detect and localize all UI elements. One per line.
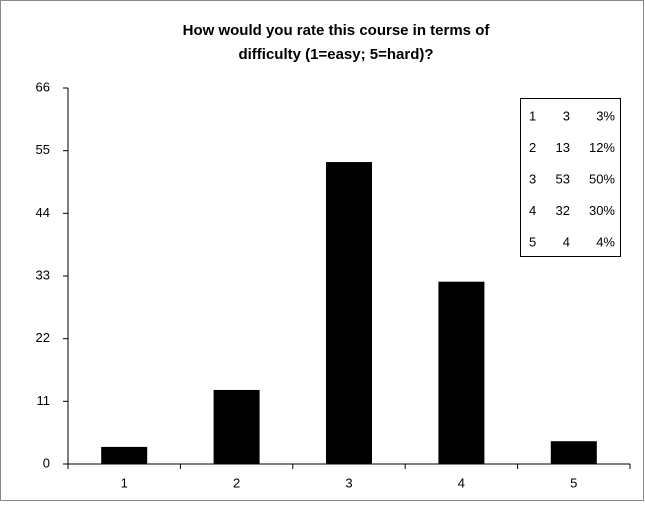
y-tick-label: 55 <box>36 142 50 157</box>
x-tick-label: 5 <box>570 475 577 490</box>
bar <box>550 441 597 464</box>
bar <box>101 446 148 464</box>
bar <box>326 162 372 464</box>
x-tick-label: 4 <box>458 475 465 490</box>
table-category: 1 <box>529 108 536 123</box>
table-category: 3 <box>529 171 536 186</box>
table-percent: 50% <box>589 171 615 186</box>
y-tick-label: 44 <box>36 205 50 220</box>
table-count: 53 <box>556 171 570 186</box>
table-count: 3 <box>563 108 570 123</box>
x-tick-label: 2 <box>233 475 240 490</box>
y-tick-label: 33 <box>36 267 50 282</box>
table-count: 32 <box>556 203 570 218</box>
y-tick-label: 0 <box>43 455 50 470</box>
table-count: 4 <box>563 234 570 249</box>
table-percent: 30% <box>589 203 615 218</box>
chart-title: difficulty (1=easy; 5=hard)? <box>238 46 433 63</box>
table-percent: 3% <box>596 108 615 123</box>
table-count: 13 <box>556 140 570 155</box>
table-percent: 12% <box>589 140 615 155</box>
bar <box>213 389 260 464</box>
x-tick-label: 3 <box>345 475 352 490</box>
y-tick-label: 22 <box>36 330 50 345</box>
table-percent: 4% <box>596 234 615 249</box>
y-tick-label: 11 <box>37 393 51 408</box>
y-tick-label: 66 <box>36 79 50 94</box>
x-tick-label: 1 <box>121 475 128 490</box>
table-category: 5 <box>529 234 536 249</box>
chart-title: How would you rate this course in terms … <box>183 22 491 39</box>
bar <box>438 281 485 464</box>
table-category: 4 <box>529 203 536 218</box>
table-category: 2 <box>529 140 536 155</box>
data-table <box>520 98 621 257</box>
